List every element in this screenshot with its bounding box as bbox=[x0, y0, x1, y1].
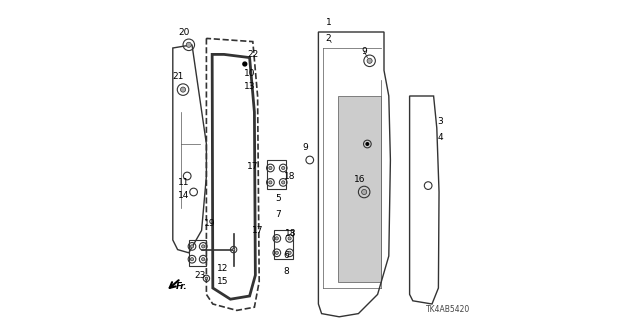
Circle shape bbox=[202, 258, 205, 261]
Circle shape bbox=[180, 87, 186, 92]
Circle shape bbox=[269, 181, 272, 184]
Circle shape bbox=[269, 166, 272, 170]
Circle shape bbox=[282, 181, 285, 184]
Text: 21: 21 bbox=[172, 72, 183, 81]
Circle shape bbox=[202, 245, 205, 248]
Text: 10: 10 bbox=[244, 69, 255, 78]
Circle shape bbox=[191, 258, 193, 261]
Text: 9: 9 bbox=[362, 47, 367, 56]
Text: Fr.: Fr. bbox=[175, 282, 187, 291]
Circle shape bbox=[288, 237, 291, 240]
Text: 14: 14 bbox=[179, 191, 189, 200]
Circle shape bbox=[362, 189, 367, 195]
Text: 18: 18 bbox=[284, 172, 295, 180]
Circle shape bbox=[366, 143, 369, 145]
Text: 4: 4 bbox=[437, 133, 443, 142]
Circle shape bbox=[275, 237, 278, 240]
Text: 13: 13 bbox=[244, 82, 255, 91]
Text: TK4AB5420: TK4AB5420 bbox=[426, 305, 470, 314]
Text: 15: 15 bbox=[217, 277, 228, 286]
Circle shape bbox=[288, 251, 291, 254]
Text: 22: 22 bbox=[247, 50, 259, 59]
Text: 9: 9 bbox=[303, 143, 308, 152]
Text: 8: 8 bbox=[284, 268, 289, 276]
Circle shape bbox=[232, 248, 235, 251]
Text: 23: 23 bbox=[195, 271, 205, 280]
Circle shape bbox=[191, 245, 193, 248]
Text: 18: 18 bbox=[285, 229, 297, 238]
Text: 11: 11 bbox=[179, 178, 189, 187]
Circle shape bbox=[186, 42, 191, 47]
Text: 16: 16 bbox=[355, 175, 365, 184]
Text: 19: 19 bbox=[204, 220, 215, 228]
Text: 1: 1 bbox=[326, 18, 332, 27]
Circle shape bbox=[282, 166, 285, 170]
Circle shape bbox=[367, 58, 372, 63]
Text: 7: 7 bbox=[276, 210, 281, 219]
Text: 3: 3 bbox=[437, 117, 443, 126]
Text: 17: 17 bbox=[252, 226, 263, 235]
Circle shape bbox=[275, 251, 278, 254]
Text: 20: 20 bbox=[179, 28, 189, 36]
Text: 6: 6 bbox=[284, 252, 289, 260]
Text: 17: 17 bbox=[247, 162, 259, 171]
Text: 2: 2 bbox=[326, 34, 332, 43]
Text: 5: 5 bbox=[276, 194, 281, 203]
Polygon shape bbox=[338, 96, 381, 282]
Text: 12: 12 bbox=[217, 264, 228, 273]
Circle shape bbox=[205, 277, 207, 280]
Circle shape bbox=[243, 62, 247, 66]
